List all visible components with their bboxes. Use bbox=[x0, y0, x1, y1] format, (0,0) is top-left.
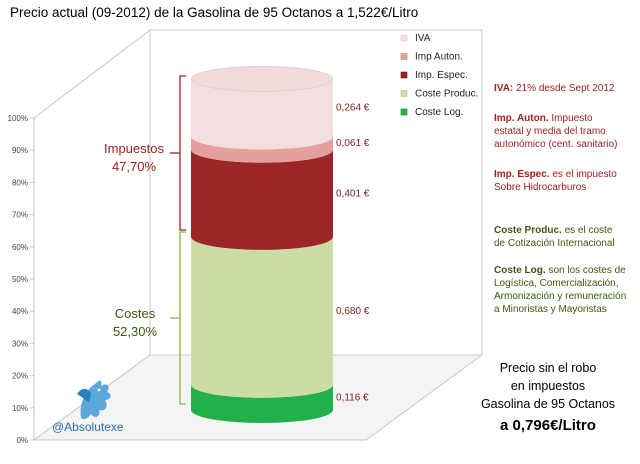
note-imp-auton-line: estatal y media del tramo bbox=[494, 126, 606, 137]
impuestos-bracket: Impuestos 47,70% bbox=[104, 75, 186, 231]
segment-coste-produc bbox=[191, 236, 333, 398]
legend-label-iva: IVA bbox=[415, 33, 431, 44]
note-imp-espec-line: Sobre Hidrocarburos bbox=[494, 182, 586, 193]
value-labels: 0,116 € 0,680 € 0,401 € 0,061 € 0,264 € bbox=[336, 103, 370, 404]
segment-imp-auton bbox=[191, 136, 333, 163]
note-imp-auton-line: Imp. Auton. Impuesto bbox=[494, 113, 593, 124]
y-tick-label: 10% bbox=[12, 404, 28, 413]
griffin-logo-icon bbox=[77, 380, 111, 420]
segment-imp-espec bbox=[191, 149, 333, 250]
costes-label: Costes bbox=[115, 306, 156, 321]
legend-label-coste-log: Coste Log. bbox=[415, 107, 463, 118]
price-box: Precio sin el robo en impuestos Gasolina… bbox=[481, 361, 615, 434]
legend-swatch-coste-log bbox=[400, 108, 408, 116]
legend-swatch-iva bbox=[400, 34, 408, 42]
value-label-imp-auton: 0,061 € bbox=[336, 138, 370, 149]
value-label-imp-espec: 0,401 € bbox=[336, 188, 370, 199]
notes-panel: IVA: 21% desde Sept 2012 Imp. Auton. Impu… bbox=[494, 83, 626, 315]
note-coste-log-line: a Minoristas y Mayoristas bbox=[494, 304, 607, 315]
note-iva-line: IVA: 21% desde Sept 2012 bbox=[494, 83, 615, 94]
price-line-2: en impuestos bbox=[511, 379, 585, 393]
costes-percent: 52,30% bbox=[113, 324, 158, 339]
note-coste-log-line: Armonización y remuneración bbox=[494, 291, 626, 302]
segment-iva bbox=[191, 79, 333, 150]
note-coste-log-line: Logística, Comercialización, bbox=[494, 278, 619, 289]
brand-handle: @Absolutexe bbox=[52, 420, 124, 434]
legend-swatch-imp-espec bbox=[400, 71, 408, 79]
note-imp-auton-line: autonómico (cent. sanitario) bbox=[494, 139, 617, 150]
legend-swatch-coste-produc bbox=[400, 90, 408, 97]
costes-bracket: Costes 52,30% bbox=[113, 231, 186, 405]
y-tick-label: 20% bbox=[12, 372, 28, 381]
brand: @Absolutexe bbox=[52, 380, 124, 434]
segment-coste-log bbox=[191, 384, 333, 423]
legend: IVA Imp Auton. Imp. Espec. Coste Produc. Cos… bbox=[400, 33, 478, 118]
y-tick-label: 60% bbox=[12, 243, 28, 252]
y-tick-label: 100% bbox=[8, 114, 28, 123]
price-line-3: Gasolina de 95 Octanos bbox=[481, 397, 615, 411]
y-tick-label: 50% bbox=[12, 275, 28, 284]
legend-label-imp-espec: Imp. Espec. bbox=[415, 70, 468, 81]
note-coste-produc-line: de Cotización Internacional bbox=[494, 238, 615, 249]
y-axis: 0% 10% 20% 30% 40% 50% 60% 70% 80% 90% 100% bbox=[8, 114, 34, 445]
note-coste-produc-line: Coste Produc. es el coste bbox=[494, 225, 613, 236]
y-tick-label: 80% bbox=[12, 178, 28, 187]
y-tick-label: 40% bbox=[12, 307, 28, 316]
legend-label-coste-produc: Coste Produc. bbox=[415, 89, 478, 100]
y-tick-label: 70% bbox=[12, 211, 28, 220]
cylinder-top-highlight bbox=[192, 67, 332, 91]
stacked-cylinder bbox=[191, 66, 333, 423]
note-coste-log-line: Coste Log. son los costes de bbox=[494, 265, 626, 276]
y-tick-label: 30% bbox=[12, 339, 28, 348]
value-label-coste-produc: 0,680 € bbox=[336, 306, 370, 317]
impuestos-percent: 47,70% bbox=[112, 159, 157, 174]
legend-swatch-imp-auton bbox=[400, 53, 408, 60]
value-label-coste-log: 0,116 € bbox=[336, 392, 369, 403]
price-line-1: Precio sin el robo bbox=[500, 361, 597, 375]
y-tick-label: 90% bbox=[12, 146, 28, 155]
value-label-iva: 0,264 € bbox=[336, 103, 370, 114]
price-line-4: a 0,796€/Litro bbox=[500, 417, 596, 434]
y-tick-label: 0% bbox=[16, 436, 28, 445]
legend-label-imp-auton: Imp Auton. bbox=[415, 52, 463, 63]
impuestos-label: Impuestos bbox=[104, 141, 164, 156]
chart-title: Precio actual (09-2012) de la Gasolina d… bbox=[10, 5, 418, 20]
note-imp-espec-line: Imp. Espec. es el impuesto bbox=[494, 169, 617, 180]
